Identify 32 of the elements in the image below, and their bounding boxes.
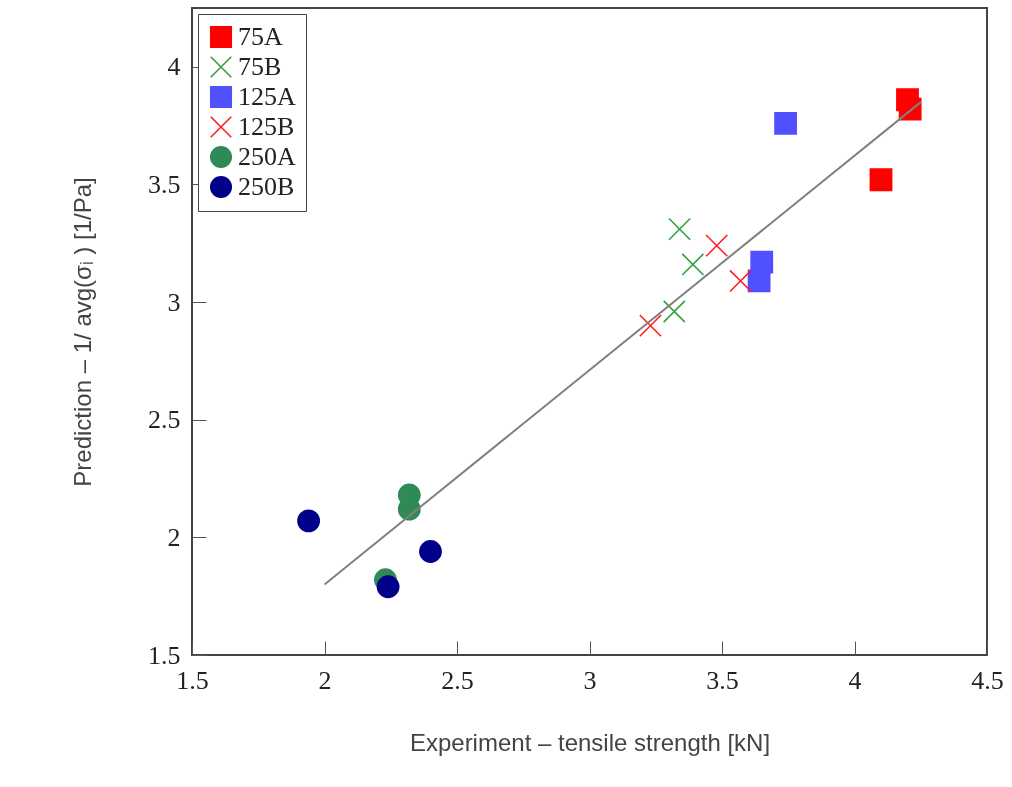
legend-label: 250B: [238, 172, 295, 201]
legend-label: 125B: [238, 112, 295, 141]
point: [662, 300, 686, 323]
point: [419, 540, 442, 563]
x-tick-label: 4.5: [971, 665, 1004, 695]
legend-label: 125A: [238, 82, 296, 111]
x-axis-title: Experiment – tensile strength [kN]: [409, 728, 771, 756]
x-tick-label: 3.5: [706, 665, 739, 695]
point: [774, 111, 798, 135]
y-tick-label: 1.5: [148, 640, 181, 670]
point: [681, 253, 705, 276]
y-axis-title: Prediction – 1/ avg(σᵢ ) [1/Pa]: [69, 177, 96, 487]
legend-label: 75B: [238, 52, 282, 81]
point: [747, 269, 771, 293]
x-tick-label: 3: [583, 665, 597, 695]
point: [639, 314, 662, 338]
legend-label: 250A: [238, 142, 296, 171]
point: [376, 575, 400, 599]
point: [297, 509, 321, 533]
legend-label: 75A: [238, 22, 283, 51]
point: [705, 234, 729, 258]
y-tick-label: 2: [167, 522, 181, 552]
x-tick-label: 2.5: [441, 665, 474, 695]
y-tick-label: 2.5: [148, 405, 181, 435]
y-tick-label: 3.5: [148, 169, 181, 199]
x-tick-label: 2: [318, 665, 332, 695]
point: [668, 217, 692, 241]
y-tick-label: 4: [167, 52, 181, 82]
point: [869, 168, 893, 192]
x-tick-label: 4: [848, 665, 862, 695]
y-tick-label: 3: [167, 287, 181, 317]
point: [729, 269, 752, 293]
